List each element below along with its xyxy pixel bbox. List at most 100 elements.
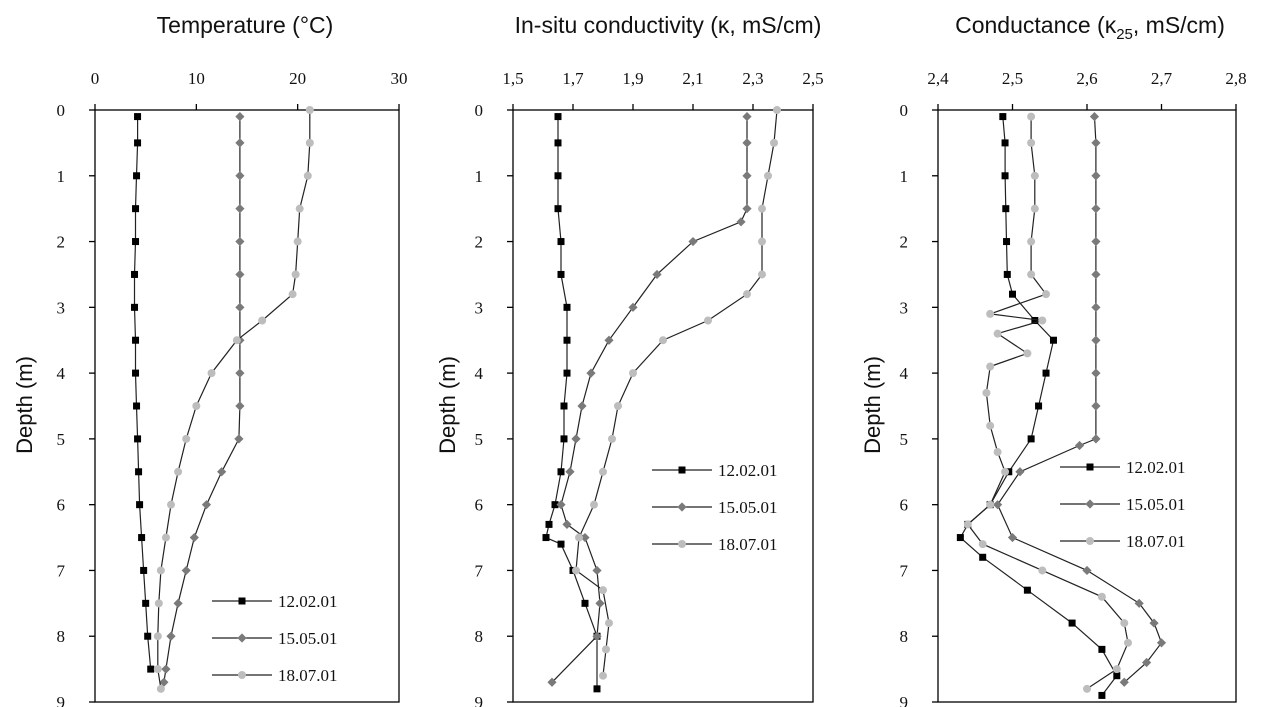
data-point xyxy=(593,685,601,693)
data-point xyxy=(629,369,637,378)
data-point xyxy=(592,631,602,641)
data-point xyxy=(131,303,139,311)
data-point xyxy=(678,466,686,474)
data-point xyxy=(1119,677,1129,687)
data-point xyxy=(604,335,614,345)
data-point xyxy=(602,645,610,654)
legend-label: 15.05.01 xyxy=(1126,495,1186,514)
data-point xyxy=(557,540,565,548)
series-line xyxy=(551,116,748,683)
panel-title: In-situ conductivity (κ, mS/cm) xyxy=(515,12,822,38)
data-point xyxy=(1003,238,1011,246)
legend-label: 12.02.01 xyxy=(278,592,338,611)
y-axis-label: Depth (m) xyxy=(860,356,885,454)
data-point xyxy=(140,566,148,574)
data-point xyxy=(293,237,302,246)
data-point xyxy=(235,204,245,214)
data-point xyxy=(580,532,590,543)
data-point xyxy=(153,632,162,641)
data-point xyxy=(235,171,245,181)
data-point xyxy=(551,501,559,509)
data-point xyxy=(608,434,616,443)
x-tick-label: 1,5 xyxy=(502,69,523,88)
ticks: 2,4 2,5 2,6 2,7 2,8 0 1 2 3 4 5 6 7 8 9 xyxy=(900,69,1247,707)
x-tick-label: 20 xyxy=(289,69,306,88)
legend-label: 18.07.01 xyxy=(718,535,778,554)
panel-title: Conductance (κ25, mS/cm) xyxy=(955,12,1225,43)
data-point xyxy=(1001,467,1010,476)
data-point xyxy=(742,171,752,181)
data-point xyxy=(167,500,175,509)
data-point xyxy=(956,534,964,542)
x-tick-label: 30 xyxy=(391,69,408,88)
data-point xyxy=(1142,657,1152,668)
data-point xyxy=(132,205,140,213)
data-point xyxy=(554,172,562,180)
data-point xyxy=(133,172,141,180)
data-point xyxy=(237,633,247,643)
data-point xyxy=(1030,171,1039,180)
data-point xyxy=(1001,172,1009,180)
data-point xyxy=(291,270,300,279)
x-tick-label: 1,7 xyxy=(562,69,584,88)
data-point xyxy=(605,619,613,628)
data-point xyxy=(1091,138,1101,148)
x-tick-label: 10 xyxy=(188,69,205,88)
data-point xyxy=(982,388,991,397)
data-point xyxy=(565,467,575,477)
data-point xyxy=(1134,598,1144,608)
data-point xyxy=(1049,336,1057,344)
data-point xyxy=(575,533,583,542)
data-point xyxy=(556,500,566,510)
data-point xyxy=(1031,316,1039,324)
data-point xyxy=(1027,435,1035,443)
ticks: 1,5 1,7 1,9 2,1 2,3 2,5 0 1 2 3 4 5 6 7 8 9 xyxy=(475,69,824,707)
data-point xyxy=(1038,316,1047,325)
y-tick-label: 8 xyxy=(475,627,484,646)
data-point xyxy=(1091,236,1101,247)
data-point xyxy=(217,467,227,477)
data-point xyxy=(1086,537,1094,545)
data-point xyxy=(1027,237,1036,246)
data-point xyxy=(192,402,201,410)
data-point xyxy=(136,501,144,509)
data-point xyxy=(581,599,589,607)
legend-label: 12.02.01 xyxy=(718,461,778,480)
data-point xyxy=(161,664,171,674)
data-point xyxy=(986,421,995,430)
y-tick-label: 8 xyxy=(57,627,66,646)
y-tick-label: 1 xyxy=(475,167,484,186)
data-point xyxy=(542,534,550,542)
x-tick-label: 2,5 xyxy=(802,69,823,88)
data-point xyxy=(1083,684,1091,693)
data-point xyxy=(1002,205,1010,213)
data-point xyxy=(234,434,244,444)
title-main: Conductance (κ xyxy=(955,12,1117,38)
data-point xyxy=(979,553,987,561)
series-line xyxy=(133,116,152,670)
data-point xyxy=(978,540,987,549)
series-line xyxy=(575,109,778,676)
y-tick-label: 5 xyxy=(900,430,909,449)
data-point xyxy=(547,677,557,687)
conductance-panel: Conductance (κ25, mS/cm) Depth (m) 2,4 2,… xyxy=(860,12,1247,707)
x-tick-label: 2,1 xyxy=(682,69,703,88)
data-point xyxy=(1085,499,1095,509)
y-tick-label: 5 xyxy=(57,430,66,449)
plot-frame xyxy=(94,109,400,703)
data-point xyxy=(132,336,140,344)
data-point xyxy=(156,566,165,575)
plot-frame xyxy=(512,109,814,703)
y-tick-label: 9 xyxy=(475,693,484,707)
data-point xyxy=(305,106,314,114)
data-point xyxy=(288,290,297,299)
data-point xyxy=(563,303,571,311)
data-point xyxy=(557,270,565,278)
data-point xyxy=(135,468,143,476)
y-tick-label: 1 xyxy=(57,167,66,186)
data-point xyxy=(742,111,752,122)
y-tick-label: 0 xyxy=(57,101,66,120)
data-point xyxy=(182,434,191,443)
data-point xyxy=(999,113,1007,121)
